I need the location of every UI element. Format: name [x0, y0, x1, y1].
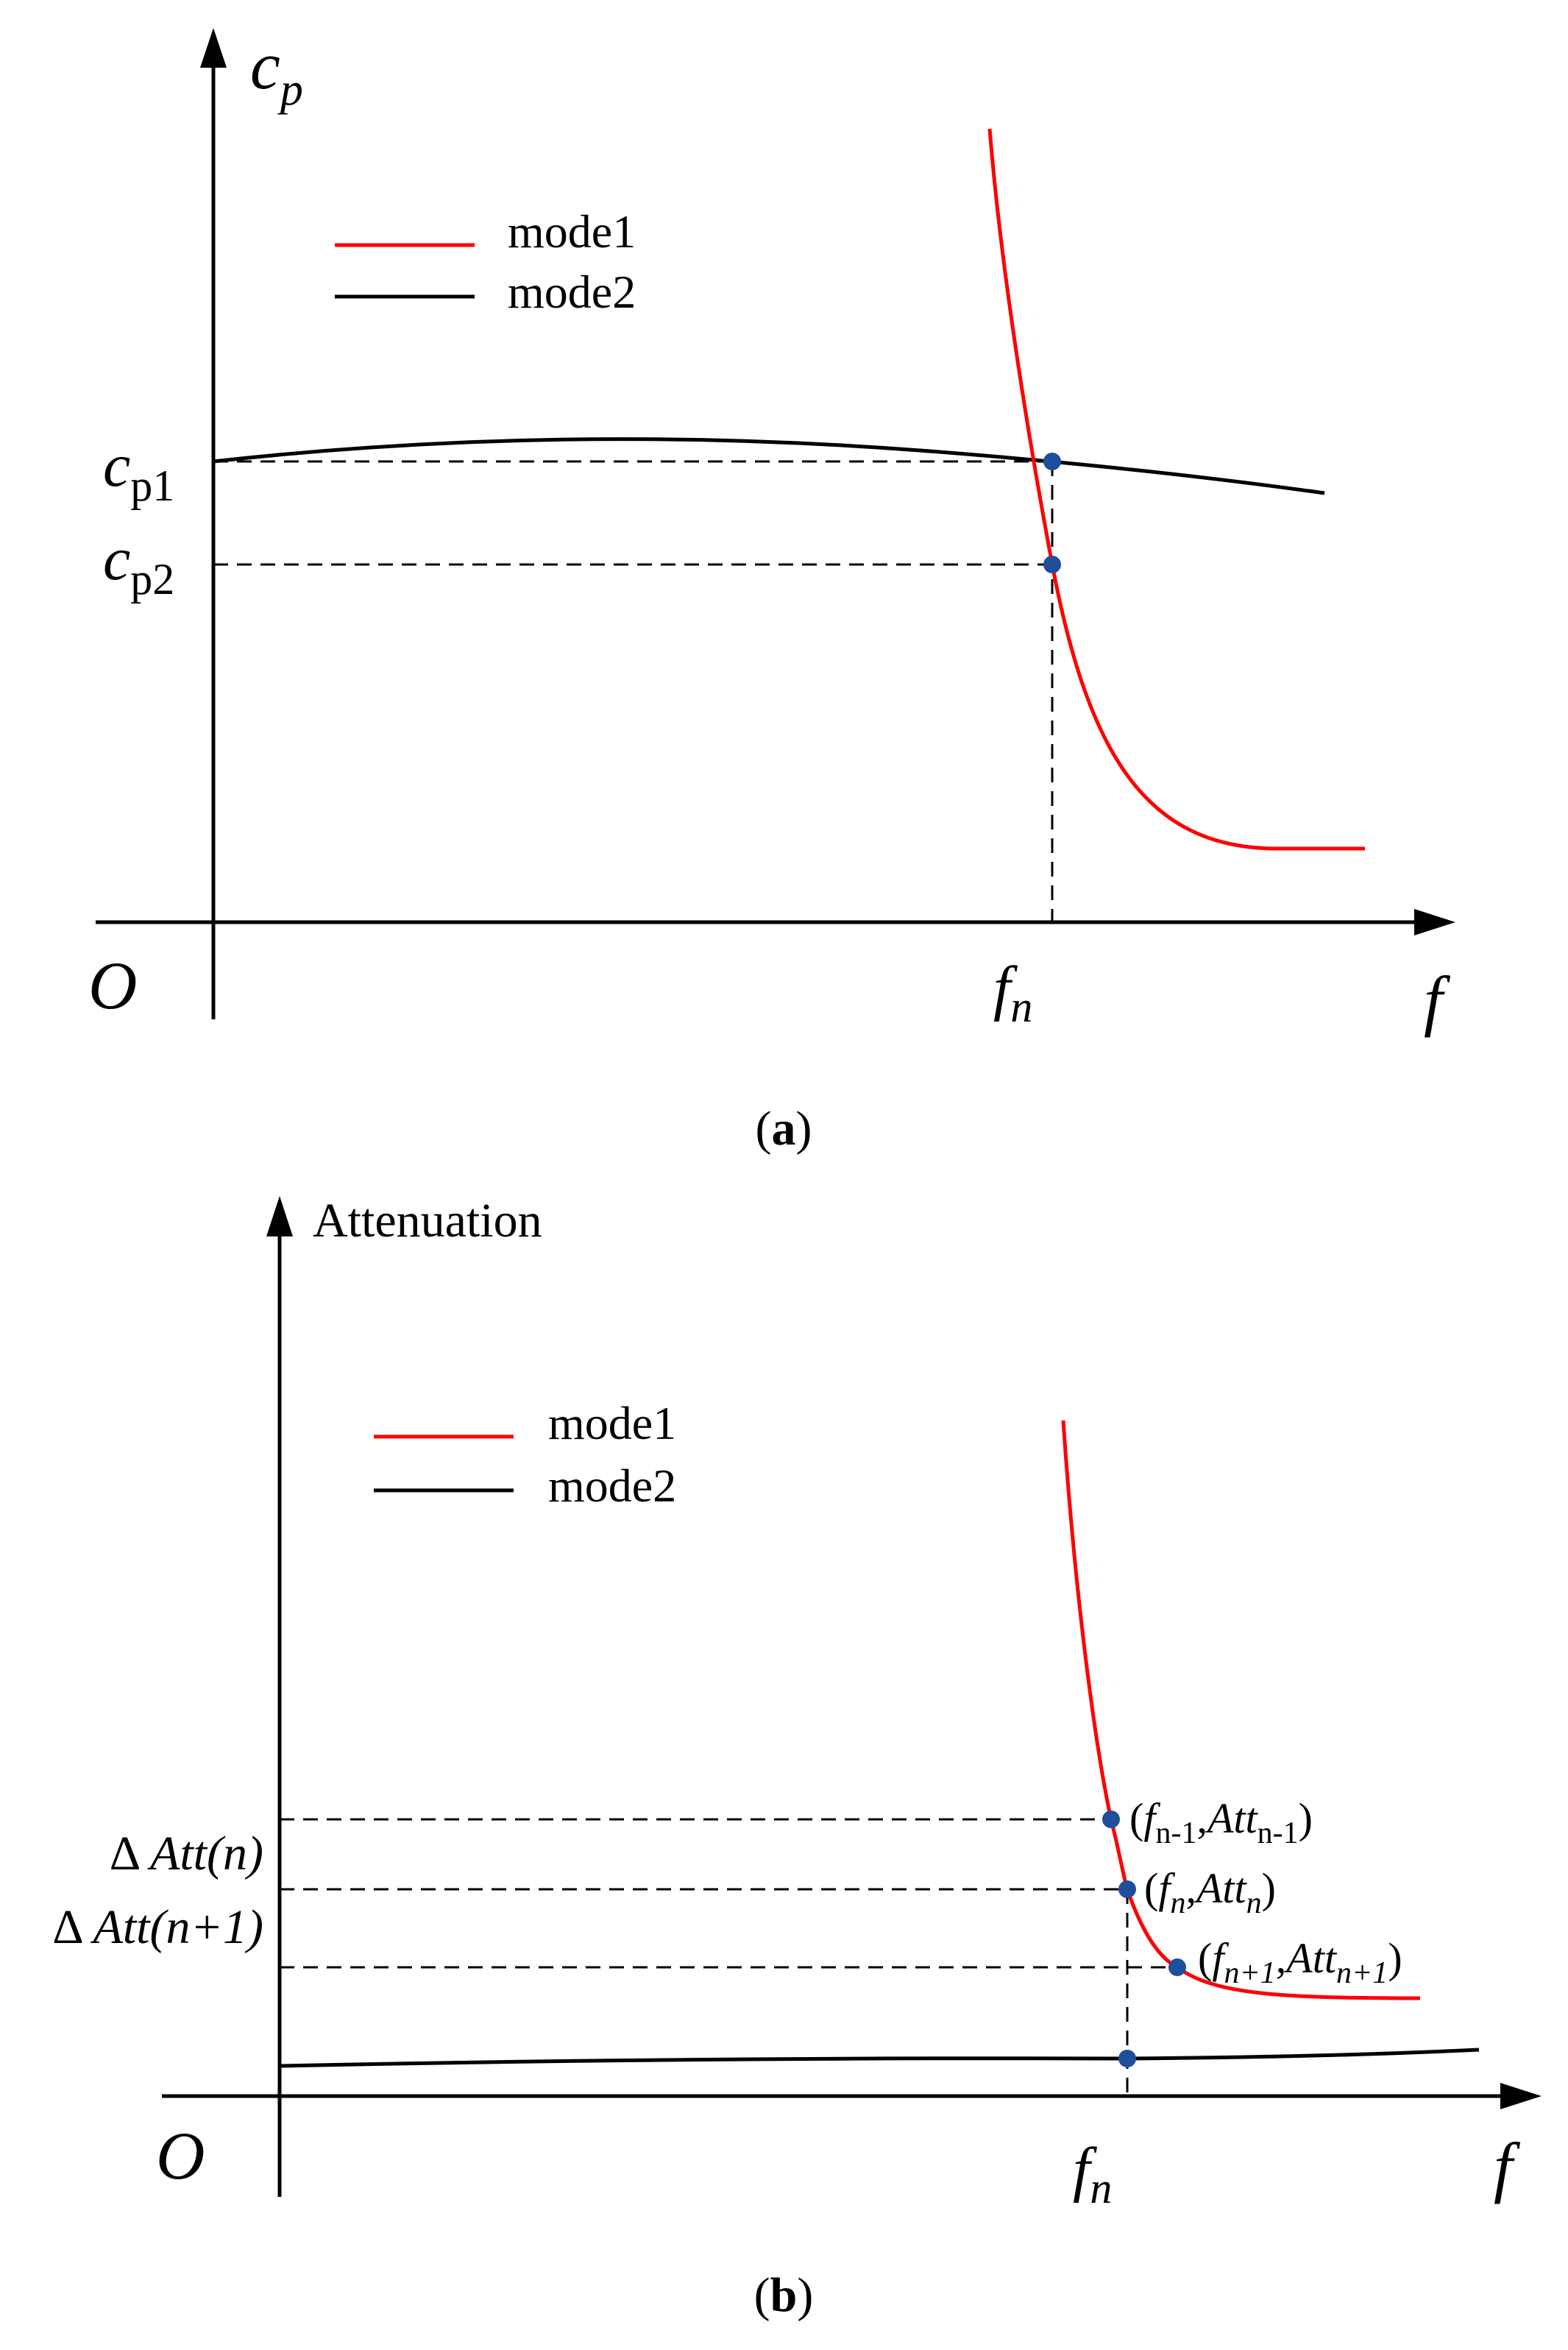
panel-a-mode1-curve — [987, 128, 1365, 851]
panel-b: Attenuation O f mode1 mode2 (fn-1,Attn-1… — [52, 1194, 1542, 2322]
panel-a-mode2-curve — [213, 437, 1325, 495]
panel-b-point-label-n: (fn,Attn) — [1144, 1864, 1276, 1920]
panel-a-legend-mode1-label: mode1 — [508, 205, 636, 258]
panel-a-legend-mode2-label: mode2 — [508, 266, 636, 318]
panel-a-y-axis-label: cp — [250, 28, 303, 115]
panel-a-x-axis-arrow — [1414, 909, 1455, 935]
panel-a-ytick-cp1: cp1 — [103, 431, 174, 510]
panel-b-point-label-n-minus-1: (fn-1,Attn-1) — [1129, 1794, 1313, 1850]
panel-b-ytick-att-n-plus-1: Δ Att(n+1) — [52, 1900, 263, 1954]
panel-b-y-axis-label: Attenuation — [313, 1194, 542, 1247]
panel-a-origin-label: O — [88, 948, 137, 1023]
panel-b-mode2-point — [1118, 2050, 1136, 2067]
panel-b-caption: (b) — [754, 2268, 814, 2322]
panel-a-caption: (a) — [756, 1102, 812, 1155]
panel-b-x-axis-label: f — [1494, 2129, 1521, 2204]
panel-b-point-n — [1118, 1880, 1136, 1898]
panel-a-y-axis-arrow — [200, 28, 227, 68]
panel-a-ytick-cp2: cp2 — [103, 525, 174, 604]
panel-a-intersection-point — [1043, 453, 1061, 470]
panel-b-ytick-att-n: Δ Att(n) — [110, 1827, 263, 1880]
panel-b-mode2-curve — [279, 2048, 1480, 2068]
panel-b-point-n-minus-1 — [1102, 1811, 1120, 1828]
panel-b-point-n-plus-1 — [1168, 1958, 1186, 1976]
panel-a: cp O f mode1 mode2 cp1 cp2 fn (a) — [88, 28, 1455, 1155]
panel-b-point-label-n-plus-1: (fn+1,Attn+1) — [1198, 1934, 1402, 1990]
panel-b-x-axis-arrow — [1500, 2083, 1542, 2109]
panel-a-x-axis-label: f — [1424, 963, 1451, 1038]
panel-a-xtick-fn: fn — [993, 954, 1032, 1031]
panel-b-origin-label: O — [156, 2118, 205, 2193]
panel-b-xtick-fn: fn — [1073, 2135, 1112, 2212]
panel-b-legend-mode1-label: mode1 — [548, 1397, 676, 1449]
panel-b-legend-mode2-label: mode2 — [548, 1459, 676, 1512]
panel-a-cp2-point — [1043, 556, 1061, 573]
panel-b-y-axis-arrow — [266, 1196, 293, 1236]
